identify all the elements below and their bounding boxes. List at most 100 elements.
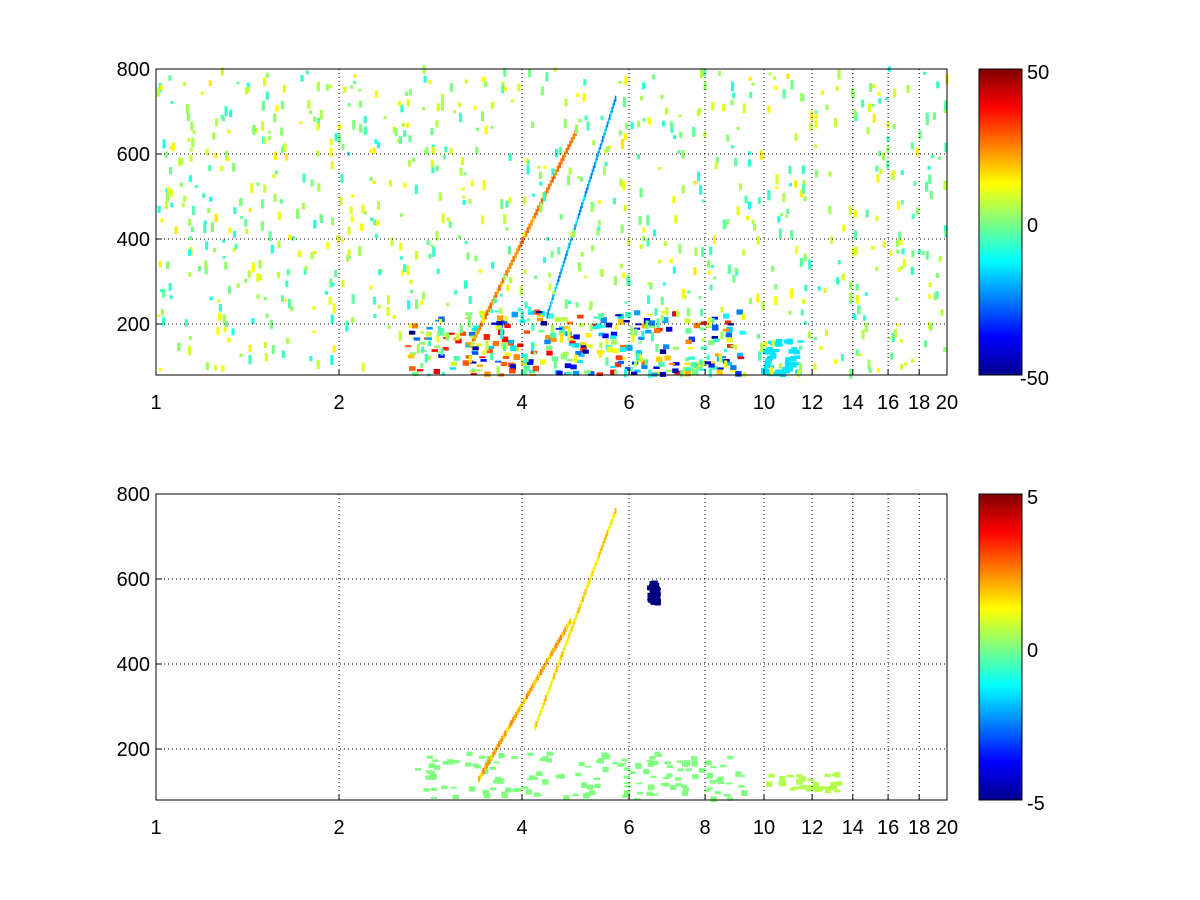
heatmap-cell xyxy=(430,244,434,248)
heatmap-cell xyxy=(937,156,942,160)
heatmap-cell xyxy=(398,331,402,341)
heatmap-cell xyxy=(471,368,475,372)
heatmap-cell xyxy=(341,239,345,243)
heatmap-cell xyxy=(408,135,412,142)
heatmap-cell xyxy=(510,719,513,726)
x-tick-label: 16 xyxy=(877,392,899,414)
x-tick-labels-bottom: 1 2 4 6 8 10 12 14 16 18 20 xyxy=(150,794,958,839)
heatmap-cell xyxy=(570,235,573,242)
heatmap-cell xyxy=(600,313,605,318)
heatmap-cell xyxy=(528,69,532,78)
heatmap-cell xyxy=(339,197,343,206)
heatmap-cell xyxy=(578,762,585,767)
heatmap-cell xyxy=(468,198,472,204)
heatmap-cell xyxy=(533,679,536,686)
heatmap-cell xyxy=(569,340,576,344)
heatmap-cell xyxy=(346,254,350,262)
heatmap-cell xyxy=(569,239,572,245)
heatmap-cell xyxy=(674,214,678,224)
heatmap-cell xyxy=(280,295,285,302)
heatmap-cell xyxy=(779,778,786,782)
heatmap-cell xyxy=(925,116,929,126)
heatmap-cell xyxy=(691,760,698,767)
heatmap-cell xyxy=(582,349,589,354)
heatmap-cell xyxy=(664,761,671,765)
heatmap-cell xyxy=(684,362,691,366)
heatmap-cell xyxy=(541,666,544,673)
heatmap-cell xyxy=(312,116,317,123)
heatmap-cell xyxy=(775,174,779,185)
heatmap-cell xyxy=(450,361,458,366)
heatmap-cell xyxy=(468,295,472,305)
heatmap-cell xyxy=(882,241,886,248)
heatmap-cell xyxy=(943,180,947,190)
heatmap-cell xyxy=(864,322,868,333)
heatmap-cell xyxy=(507,725,510,732)
heatmap-cell xyxy=(893,88,897,98)
heatmap-cell xyxy=(867,103,872,112)
heatmap-cell xyxy=(574,354,578,363)
heatmap-cell xyxy=(614,508,617,514)
heatmap-cell xyxy=(205,148,209,156)
heatmap-cell xyxy=(662,317,669,324)
heatmap-cell xyxy=(718,353,723,363)
heatmap-cell xyxy=(672,368,679,374)
heatmap-cell xyxy=(597,313,602,320)
heatmap-cell xyxy=(773,349,780,353)
heatmap-cell xyxy=(574,614,577,621)
heatmap-cell xyxy=(855,294,860,304)
heatmap-cell xyxy=(684,367,692,372)
x-tick-label: 1 xyxy=(150,392,161,414)
heatmap-cell xyxy=(519,703,522,710)
heatmap-cell xyxy=(618,130,622,136)
heatmap-cell xyxy=(910,266,914,275)
x-tick-label: 12 xyxy=(801,817,823,839)
heatmap-cell xyxy=(157,205,161,213)
heatmap-cell xyxy=(351,293,355,304)
heatmap-cell xyxy=(484,371,491,377)
heatmap-cell xyxy=(517,245,521,251)
heatmap-cell xyxy=(190,121,194,131)
heatmap-cell xyxy=(260,221,264,231)
heatmap-cell xyxy=(531,777,538,780)
heatmap-cell xyxy=(630,367,634,371)
heatmap-cell xyxy=(840,354,845,362)
heatmap-cell xyxy=(812,781,820,788)
heatmap-cell xyxy=(606,530,609,537)
heatmap-cell xyxy=(508,263,512,269)
heatmap-cell xyxy=(559,654,562,661)
y-tick-label: 400 xyxy=(117,654,150,676)
heatmap-cell xyxy=(502,355,510,359)
heatmap-cell xyxy=(573,618,576,625)
heatmap-cell xyxy=(158,261,162,268)
heatmap-cell xyxy=(488,757,491,764)
heatmap-cell xyxy=(425,331,433,337)
heatmap-cell xyxy=(430,797,438,800)
heatmap-cell xyxy=(757,197,761,204)
heatmap-cell xyxy=(789,230,794,239)
heatmap-cell xyxy=(623,790,631,796)
heatmap-cell xyxy=(848,206,852,215)
heatmap-cell xyxy=(471,327,478,331)
heatmap-cell xyxy=(592,566,595,573)
heatmap-cell xyxy=(573,334,580,340)
heatmap-cell xyxy=(192,130,196,134)
heatmap-cell xyxy=(467,324,471,328)
heatmap-cell xyxy=(250,183,254,194)
heatmap-cell xyxy=(569,232,573,237)
heatmap-cell xyxy=(771,339,775,347)
heatmap-cell xyxy=(742,372,747,377)
heatmap-cell xyxy=(526,778,534,781)
heatmap-cell xyxy=(566,358,574,362)
heatmap-cell xyxy=(619,178,623,187)
heatmap-cell xyxy=(705,325,713,329)
heatmap-cell xyxy=(623,319,630,323)
heatmap-cell xyxy=(605,533,607,540)
heatmap-cell xyxy=(624,767,631,771)
heatmap-cell xyxy=(706,787,713,790)
y-tick-label: 600 xyxy=(117,144,150,166)
heatmap-cell xyxy=(532,365,540,372)
x-tick-label: 2 xyxy=(333,817,344,839)
heatmap-cell xyxy=(596,349,604,355)
